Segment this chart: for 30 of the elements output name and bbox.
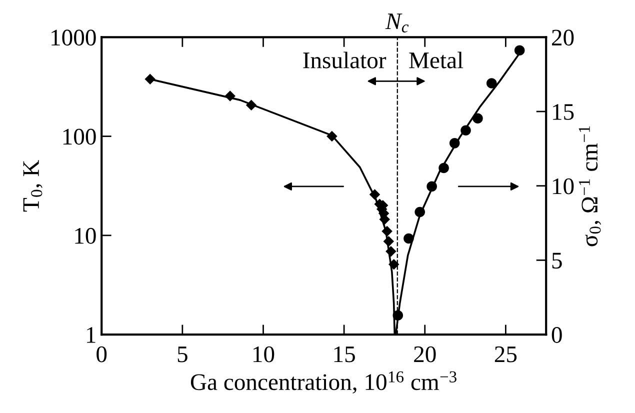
point: [246, 100, 257, 111]
point: [224, 90, 236, 102]
point: [326, 130, 338, 142]
x-tick-label: 25: [494, 346, 517, 362]
x-tick-label: 5: [178, 346, 188, 362]
y-tick-label: 10: [75, 228, 96, 244]
x-tick-label: 15: [334, 346, 355, 362]
y2-tick-label: 20: [552, 30, 574, 46]
point: [369, 189, 380, 200]
point: [388, 259, 400, 270]
point: [386, 246, 396, 257]
y-tick-label: 1000: [52, 30, 96, 46]
x-axis-title: Ga concentration, 10$^{16}$ cm$^{−3}$: [190, 371, 456, 394]
point: [382, 226, 392, 237]
x-tick-label: 20: [414, 346, 436, 362]
y2-axis-title: σ$_{0}$, Ω$^{−1}$ cm$^{−1}$: [578, 126, 602, 246]
y-axis-title: T$_{0}$, K: [23, 160, 42, 212]
x-tick-label: 10: [254, 346, 274, 362]
y-tick-label: 100: [63, 128, 96, 145]
y-tick-label: 1: [87, 327, 96, 343]
y2-tick-label: 15: [553, 104, 574, 120]
y2-tick-label: 10: [553, 178, 574, 194]
annotation: Metal: [409, 52, 464, 68]
x-tick-label: 0: [96, 346, 107, 362]
ref-line-label: N$_{c}$: [385, 14, 409, 32]
y2-tick-label: 0: [552, 327, 562, 343]
point: [144, 74, 156, 85]
annotation: Insulator: [303, 52, 386, 68]
y2-tick-label: 5: [552, 252, 562, 269]
point: [383, 236, 394, 247]
